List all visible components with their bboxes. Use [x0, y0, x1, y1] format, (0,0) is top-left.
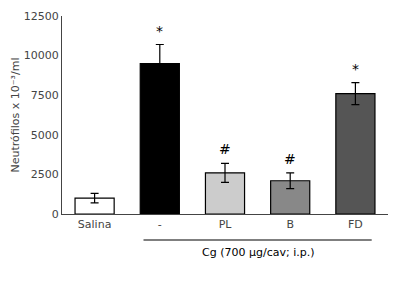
- svg-text:*: *: [156, 23, 163, 39]
- svg-text:Cg (700 μg/cav; i.p.): Cg (700 μg/cav; i.p.): [202, 246, 314, 259]
- svg-text:5000: 5000: [31, 129, 59, 142]
- svg-text:#: #: [219, 141, 231, 157]
- svg-text:10000: 10000: [24, 49, 59, 62]
- svg-text:-: -: [158, 218, 162, 231]
- svg-text:*: *: [352, 61, 359, 77]
- svg-text:2500: 2500: [31, 168, 59, 181]
- svg-text:#: #: [284, 151, 296, 167]
- svg-text:PL: PL: [219, 218, 233, 231]
- svg-text:12500: 12500: [24, 10, 59, 23]
- svg-text:FD: FD: [348, 218, 363, 231]
- svg-text:0: 0: [52, 208, 59, 221]
- svg-text:7500: 7500: [31, 89, 59, 102]
- svg-text:Salina: Salina: [78, 218, 112, 231]
- svg-text:Neutrófilos x 10⁻³/ml: Neutrófilos x 10⁻³/ml: [9, 58, 22, 173]
- svg-text:B: B: [286, 218, 294, 231]
